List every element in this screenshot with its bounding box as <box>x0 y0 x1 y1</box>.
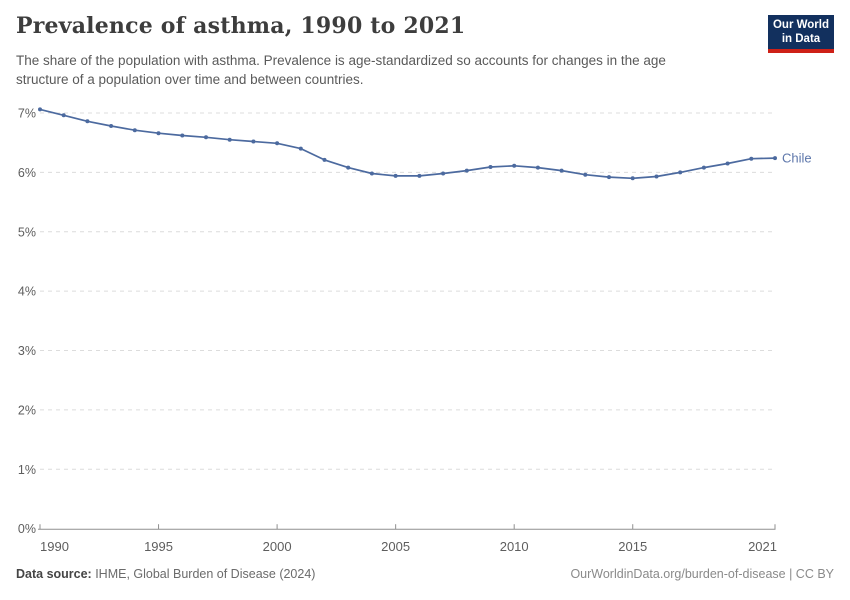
x-tick-label: 2005 <box>381 539 410 554</box>
data-point[interactable] <box>441 171 446 176</box>
chart-subtitle: The share of the population with asthma.… <box>16 52 756 89</box>
data-point[interactable] <box>369 171 374 176</box>
data-point[interactable] <box>38 107 42 112</box>
logo-text-line: Our World <box>772 19 829 31</box>
x-tick-label: 1995 <box>144 539 173 554</box>
data-point[interactable] <box>488 165 493 169</box>
data-source-text: IHME, Global Burden of Disease (2024) <box>91 567 316 581</box>
x-tick-label: 2015 <box>618 539 647 554</box>
data-point[interactable] <box>85 119 90 124</box>
logo-text-line: in Data <box>781 32 821 45</box>
data-point[interactable] <box>204 135 208 140</box>
data-point[interactable] <box>678 170 683 175</box>
data-point[interactable] <box>132 128 137 133</box>
y-tick-label: 6% <box>18 166 36 180</box>
page-title: Prevalence of asthma, 1990 to 2021 <box>16 13 466 39</box>
x-tick-label: 2021 <box>748 539 777 554</box>
chart-svg[interactable]: 0% 1% 2% 3% 4% 5% 6% 7% 1990 1995 2000 2005 2010 2015… <box>0 0 850 560</box>
data-point[interactable] <box>773 156 777 161</box>
data-point[interactable] <box>630 176 635 181</box>
data-point[interactable] <box>749 156 754 161</box>
data-point[interactable] <box>417 173 422 178</box>
y-tick-label: 0% <box>18 522 36 536</box>
subtitle-line: The share of the population with asthma.… <box>16 53 666 68</box>
data-point[interactable] <box>512 163 517 168</box>
footer: Data source: IHME, Global Burden of Dise… <box>16 567 834 581</box>
data-point[interactable] <box>156 131 161 136</box>
y-tick-label: 4% <box>18 285 36 299</box>
data-point[interactable] <box>61 113 66 118</box>
data-point[interactable] <box>654 174 659 179</box>
subtitle-line: structure of a population over time and … <box>16 71 364 87</box>
data-point[interactable] <box>251 139 256 144</box>
line-chart[interactable]: 0% 1% 2% 3% 4% 5% 6% 7% 1990 1995 2000 2005 2010 2015… <box>0 0 850 560</box>
y-tick-label: 3% <box>18 344 36 358</box>
data-point[interactable] <box>535 165 540 170</box>
y-tick-label: 7% <box>18 106 36 120</box>
license-link[interactable]: OurWorldinData.org/burden-of-disease | C… <box>570 567 834 581</box>
data-point[interactable] <box>393 173 398 178</box>
data-point[interactable] <box>464 168 469 173</box>
data-point[interactable] <box>583 172 588 177</box>
x-tick-label: 1990 <box>40 539 69 554</box>
series-line[interactable] <box>39 108 776 180</box>
y-tick-label: 5% <box>18 225 36 239</box>
owid-logo[interactable]: Our World in Data <box>768 15 834 53</box>
data-point[interactable] <box>275 141 280 146</box>
data-point[interactable] <box>559 168 564 173</box>
data-point[interactable] <box>346 165 351 170</box>
data-point[interactable] <box>109 124 114 128</box>
data-source-label: Data source: <box>16 567 92 581</box>
data-point[interactable] <box>227 137 232 142</box>
data-source: Data source: IHME, Global Burden of Dise… <box>16 567 315 581</box>
data-point[interactable] <box>725 161 730 166</box>
x-tick-label: 2010 <box>500 539 529 554</box>
x-tick-label: 2000 <box>263 539 292 554</box>
data-point[interactable] <box>322 157 327 162</box>
series-end-label: Chile <box>782 151 812 166</box>
data-point[interactable] <box>701 165 706 170</box>
data-point[interactable] <box>607 175 611 180</box>
data-point[interactable] <box>298 146 303 151</box>
y-tick-label: 1% <box>18 463 36 477</box>
data-point[interactable] <box>180 133 185 138</box>
y-tick-label: 2% <box>18 403 36 417</box>
